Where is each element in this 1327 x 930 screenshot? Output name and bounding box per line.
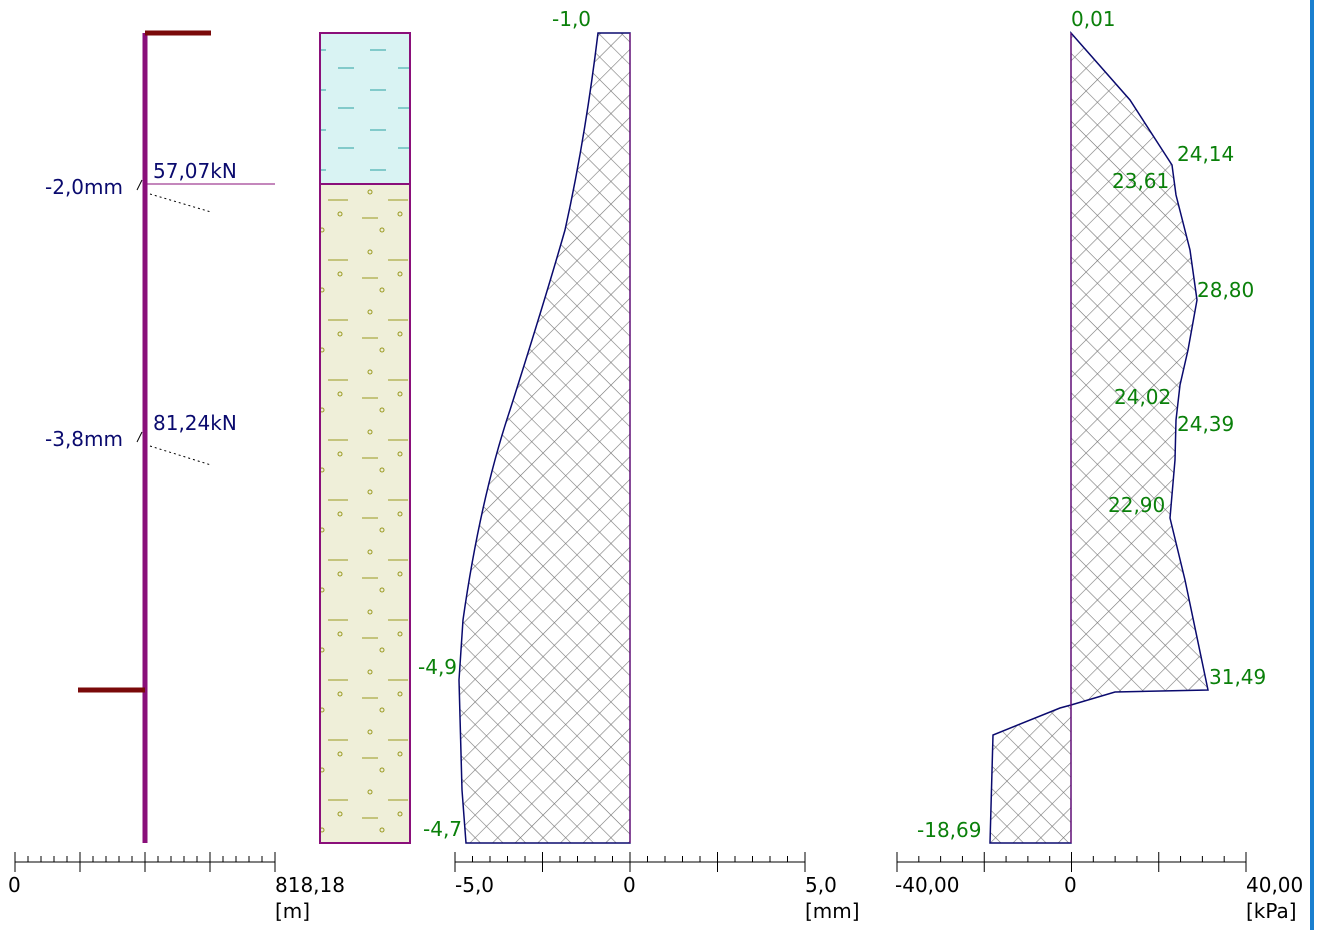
axis [897,852,1246,872]
anchor-mark [137,180,142,190]
anchor [150,194,211,212]
axis [455,852,805,872]
deformation-diagram [459,33,630,843]
value-label: 23,61 [1112,169,1169,193]
axis-label: 0 [623,873,636,897]
axis-label: -40,00 [895,873,959,897]
axis [15,852,275,872]
anchor [150,446,211,465]
value-label: 24,02 [1114,385,1171,409]
anchor-displacement: -2,0mm [45,175,123,199]
value-label: 22,90 [1108,493,1165,517]
anchor-displacement: -3,8mm [45,427,123,451]
value-label: 24,39 [1177,412,1234,436]
pressure-diagram [990,33,1208,843]
axis-unit: [mm] [805,899,860,923]
axis-label: 818,18 [275,873,345,897]
anchor-force: 81,24kN [153,411,237,435]
water-layer [320,33,410,184]
axis-label: 0 [8,873,21,897]
window-border [1310,0,1314,930]
value-label: -1,0 [552,7,591,31]
soil-layer [320,184,410,843]
anchor-force: 57,07kN [153,159,237,183]
value-label: 0,01 [1071,7,1116,31]
value-label: 24,14 [1177,142,1234,166]
value-label: -4,9 [418,655,457,679]
axis-unit: [m] [275,899,310,923]
value-label: -18,69 [917,818,981,842]
pressure-panel: 0,01 24,14 23,61 28,80 24,02 24,39 22,90… [895,7,1303,923]
anchor-mark [137,432,142,442]
deformation-panel: -1,0 -4,9 -4,7 -5,0 0 5,0 [mm] [418,7,860,923]
axis-label: -5,0 [455,873,494,897]
value-label: 31,49 [1209,665,1266,689]
value-label: 28,80 [1197,278,1254,302]
axis-label: 40,00 [1246,873,1303,897]
soil-profile [320,33,410,843]
value-label: -4,7 [423,817,462,841]
axis-label: 0 [1064,873,1077,897]
screen: -2,0mm 57,07kN -3,8mm 81,24kN 0 818,18 [… [0,0,1327,930]
anchor-panel: -2,0mm 57,07kN -3,8mm 81,24kN 0 818,18 [… [8,33,345,923]
axis-label: 5,0 [805,873,837,897]
axis-unit: [kPa] [1246,899,1297,923]
